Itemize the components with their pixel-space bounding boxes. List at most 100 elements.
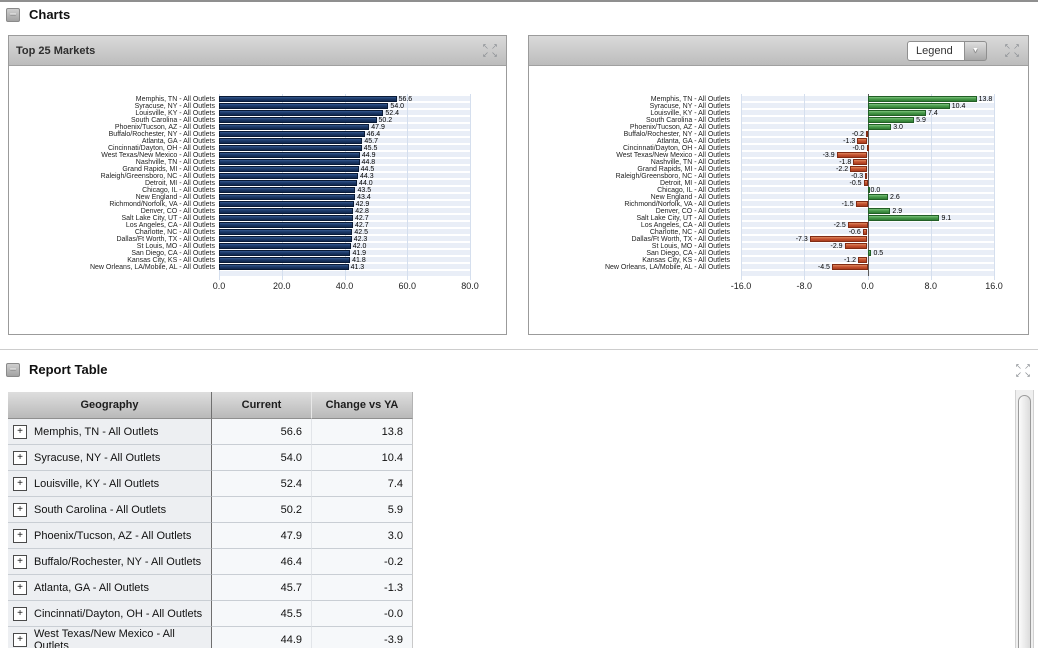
arrow-ne-icon: ↗ [1013, 41, 1020, 51]
chart-bar[interactable] [219, 236, 352, 242]
geography-label: Cincinnati/Dayton, OH - All Outlets [34, 607, 203, 620]
collapse-charts-icon[interactable]: − [6, 7, 20, 22]
geography-cell[interactable]: + Buffalo/Rochester, NY - All Outlets [8, 549, 212, 575]
chart-bar[interactable] [865, 173, 868, 179]
change-vs-ya-column-header[interactable]: Change vs YA [312, 392, 413, 419]
expand-row-icon[interactable]: + [13, 606, 27, 621]
expand-row-icon[interactable]: + [13, 632, 27, 647]
chart-bar[interactable] [219, 117, 377, 123]
chart-bar[interactable] [219, 124, 370, 130]
bar-value-label: 10.4 [951, 103, 966, 110]
chart-bar[interactable] [867, 194, 889, 200]
chart-bar[interactable] [865, 131, 868, 137]
chart-bar[interactable] [219, 257, 351, 263]
expand-row-icon[interactable]: + [13, 450, 27, 465]
chart-bar[interactable] [855, 201, 868, 207]
chart-bar[interactable] [867, 103, 950, 109]
chart-bar[interactable] [847, 222, 868, 228]
geography-cell[interactable]: + Cincinnati/Dayton, OH - All Outlets [8, 601, 212, 627]
chart-bar[interactable] [836, 152, 868, 158]
chart-bar[interactable] [219, 131, 365, 137]
chart-bar[interactable] [867, 110, 926, 116]
chart-bar[interactable] [219, 222, 353, 228]
expand-row-icon[interactable]: + [13, 580, 27, 595]
geography-cell[interactable]: + West Texas/New Mexico - All Outlets [8, 627, 212, 648]
chart-bar[interactable] [867, 117, 915, 123]
chart-bar[interactable] [867, 124, 892, 130]
geography-cell[interactable]: + Memphis, TN - All Outlets [8, 419, 212, 445]
expand-row-icon[interactable]: + [13, 424, 27, 439]
chart-bar[interactable] [219, 138, 363, 144]
chart-bar[interactable] [219, 145, 362, 151]
chart-bar[interactable] [853, 159, 868, 165]
bar-value-label: 42.9 [355, 201, 370, 208]
chart-bar[interactable] [867, 250, 872, 256]
maximize-panel-icon[interactable]: ↖ ↗ ↙ ↘ [1003, 41, 1021, 59]
bar-value-label: 42.0 [352, 243, 367, 250]
chart-bar[interactable] [867, 187, 870, 193]
category-label: Atlanta, GA - All Outlets [141, 138, 215, 145]
chart-bar[interactable] [219, 229, 353, 235]
geography-cell[interactable]: + Phoenix/Tucson, AZ - All Outlets [8, 523, 212, 549]
geography-cell[interactable]: + Syracuse, NY - All Outlets [8, 445, 212, 471]
current-value-cell: 52.4 [212, 471, 312, 497]
chart-bar[interactable] [219, 243, 351, 249]
chart-bar[interactable] [862, 229, 868, 235]
expand-row-icon[interactable]: + [13, 554, 27, 569]
geography-cell[interactable]: + South Carolina - All Outlets [8, 497, 212, 523]
expand-row-icon[interactable]: + [13, 528, 27, 543]
chart-bar[interactable] [867, 208, 891, 214]
chart-bar[interactable] [219, 187, 356, 193]
arrow-sw-icon: ↙ [1004, 49, 1011, 59]
chart-gridline [804, 94, 806, 280]
category-label: Los Angeles, CA - All Outlets [640, 222, 730, 229]
chart-bar[interactable] [219, 159, 360, 165]
chevron-down-icon[interactable]: ▼ [965, 40, 987, 61]
chart-bar[interactable] [219, 215, 353, 221]
chart-bar[interactable] [219, 250, 351, 256]
report-section-title: Report Table [29, 362, 108, 377]
current-column-header[interactable]: Current [212, 392, 312, 419]
chart-bar[interactable] [219, 96, 397, 102]
legend-dropdown-value[interactable]: Legend [907, 40, 965, 61]
chart-bar[interactable] [219, 110, 384, 116]
current-value-cell: 47.9 [212, 523, 312, 549]
chart-bar[interactable] [219, 264, 349, 270]
chart-bar[interactable] [219, 103, 389, 109]
chart-bar[interactable] [866, 145, 869, 151]
maximize-report-icon[interactable]: ↖ ↗ ↙ ↘ [1014, 363, 1032, 379]
chart-bar[interactable] [219, 166, 359, 172]
collapse-report-icon[interactable]: − [6, 362, 20, 377]
chart-bar[interactable] [858, 257, 868, 263]
geography-label: Atlanta, GA - All Outlets [34, 581, 149, 594]
chart-bar[interactable] [867, 96, 977, 102]
table-row: + Atlanta, GA - All Outlets 45.7 -1.3 [8, 575, 413, 601]
geography-column-header[interactable]: Geography [8, 392, 212, 419]
chart-bar[interactable] [844, 243, 868, 249]
chart-bar[interactable] [867, 215, 940, 221]
chart-bar[interactable] [831, 264, 868, 270]
maximize-panel-icon[interactable]: ↖ ↗ ↙ ↘ [481, 42, 499, 59]
geography-cell[interactable]: + Atlanta, GA - All Outlets [8, 575, 212, 601]
chart-bar[interactable] [850, 166, 868, 172]
scrollbar-thumb[interactable] [1018, 395, 1031, 648]
chart-bar[interactable] [219, 208, 354, 214]
chart-bar[interactable] [219, 173, 358, 179]
legend-dropdown[interactable]: Legend ▼ [907, 40, 987, 61]
category-label: Raleigh/Greensboro, NC - All Outlets [100, 173, 215, 180]
chart-bar[interactable] [219, 194, 356, 200]
chart-bar[interactable] [219, 180, 358, 186]
vertical-scrollbar[interactable] [1015, 390, 1034, 648]
arrow-sw-icon: ↙ [1015, 370, 1022, 379]
bar-value-label: 13.8 [978, 96, 993, 103]
expand-row-icon[interactable]: + [13, 476, 27, 491]
expand-row-icon[interactable]: + [13, 502, 27, 517]
chart-bar[interactable] [219, 201, 354, 207]
bar-value-label: -3.9 [822, 152, 835, 159]
geography-cell[interactable]: + Louisville, KY - All Outlets [8, 471, 212, 497]
current-value-cell: 46.4 [212, 549, 312, 575]
chart-bar[interactable] [863, 180, 868, 186]
chart-bar[interactable] [809, 236, 868, 242]
chart-bar[interactable] [219, 152, 360, 158]
chart-bar[interactable] [857, 138, 868, 144]
